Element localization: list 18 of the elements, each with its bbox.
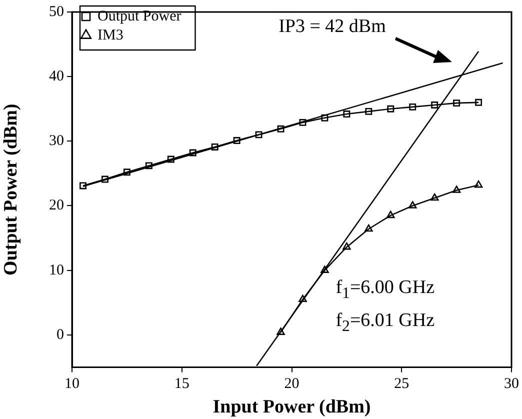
annotation: f$_{2}$=6.01 GHz — [336, 310, 435, 336]
y-tick-label: 30 — [49, 133, 64, 150]
legend-label: Output Power — [98, 8, 182, 24]
x-axis-title: Input Power (dBm) — [212, 396, 371, 418]
y-tick-label: 40 — [49, 68, 64, 85]
x-tick-label: 25 — [394, 376, 410, 392]
x-tick-label: 10 — [64, 376, 80, 392]
y-tick-label: 0 — [56, 326, 64, 343]
annotation: f$_{1}$=6.00 GHz — [336, 277, 435, 303]
y-axis-title: Output Power (dBm) — [0, 104, 22, 276]
annotation: IP3 = 42 dBm — [278, 16, 386, 38]
legend-label: IM3 — [98, 27, 124, 44]
y-tick-label: 10 — [49, 262, 64, 278]
x-tick-label: 30 — [504, 376, 519, 392]
x-tick-label: 15 — [174, 376, 190, 392]
x-tick-label: 20 — [284, 376, 300, 392]
y-tick-label: 50 — [49, 4, 64, 20]
y-tick-label: 20 — [49, 198, 64, 214]
